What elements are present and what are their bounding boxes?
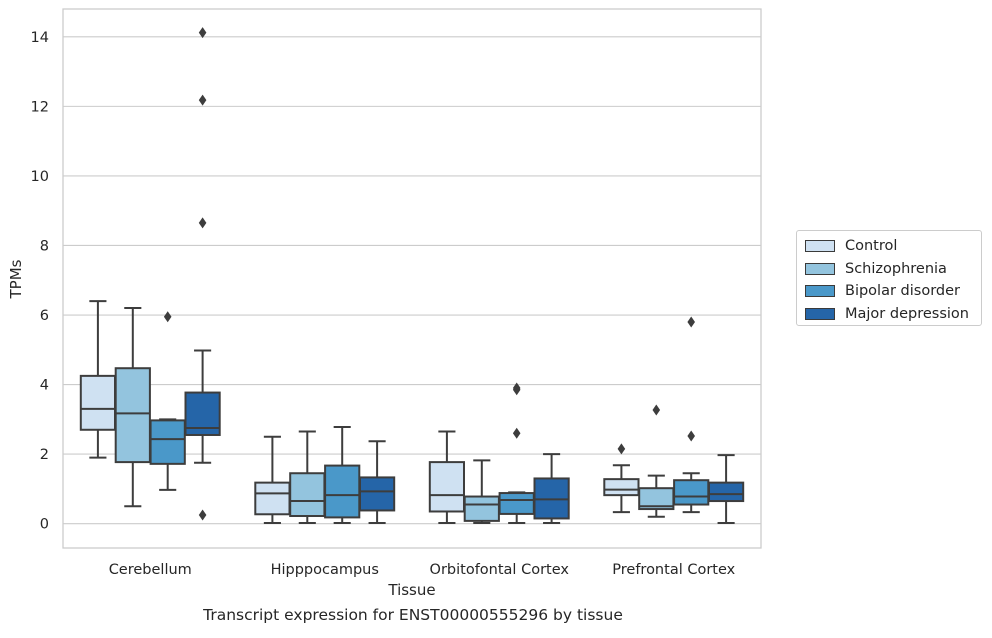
plot-frame xyxy=(62,8,762,549)
box-iqr xyxy=(603,478,640,497)
box-3-3 xyxy=(707,454,745,524)
x-tick-label: Orbitofontal Cortex xyxy=(430,562,570,578)
chart-caption: Transcript expression for ENST0000055529… xyxy=(203,606,623,624)
outlier-point xyxy=(617,443,626,455)
y-tick-label: 8 xyxy=(40,238,49,254)
box-iqr xyxy=(254,481,291,516)
box-iqr xyxy=(498,492,535,515)
box-0-3 xyxy=(184,27,221,521)
outlier-point xyxy=(198,217,207,229)
legend-item: Schizophrenia xyxy=(805,258,981,281)
box-iqr xyxy=(324,464,361,519)
box-iqr xyxy=(673,479,710,506)
box-iqr xyxy=(289,472,326,518)
legend-swatch xyxy=(805,262,835,275)
x-axis-label: Tissue xyxy=(387,581,435,599)
outlier-point xyxy=(687,430,695,442)
y-tick-label: 4 xyxy=(40,378,49,394)
legend-label: Major depression xyxy=(845,305,969,322)
box-0-2 xyxy=(149,311,186,491)
box-layer xyxy=(79,27,745,524)
box-1-0 xyxy=(254,435,291,524)
box-0-1 xyxy=(114,307,151,508)
legend-label: Schizophrenia xyxy=(845,260,947,277)
box-iqr xyxy=(79,374,117,431)
legend-label: Bipolar disorder xyxy=(845,283,960,300)
y-axis-label: TPMs xyxy=(7,259,25,299)
legend-item: Bipolar disorder xyxy=(805,280,981,303)
outlier-point xyxy=(163,311,172,323)
box-2-1 xyxy=(463,459,500,524)
box-iqr xyxy=(707,481,745,503)
legend: Control Schizophrenia Bipolar disorder Majo… xyxy=(796,230,982,326)
outlier-point xyxy=(512,382,521,394)
box-0-0 xyxy=(79,300,117,459)
outlier-point xyxy=(198,509,207,521)
box-iqr xyxy=(149,419,186,465)
box-1-2 xyxy=(324,425,361,524)
box-2-0 xyxy=(428,430,466,524)
y-tick-label: 12 xyxy=(31,99,49,115)
y-tick-label: 2 xyxy=(40,447,49,463)
outlier-point xyxy=(198,94,207,106)
legend-swatch xyxy=(805,307,835,320)
legend-swatch xyxy=(805,240,835,253)
outlier-point xyxy=(652,404,661,416)
box-3-0 xyxy=(603,443,640,514)
outlier-point xyxy=(687,316,695,328)
outlier-point xyxy=(512,427,521,439)
box-iqr xyxy=(428,461,466,513)
x-tick-label: Hipppocampus xyxy=(271,562,379,578)
box-1-1 xyxy=(289,430,326,524)
box-2-2 xyxy=(498,382,535,524)
y-tick-label: 6 xyxy=(40,308,49,324)
legend-item: Major depression xyxy=(805,303,981,326)
box-3-1 xyxy=(638,404,675,518)
y-tick-label: 10 xyxy=(31,169,49,185)
y-tick-label: 14 xyxy=(31,30,49,46)
box-3-2 xyxy=(673,316,710,514)
box-iqr xyxy=(114,367,151,464)
box-iqr xyxy=(463,495,500,522)
box-iqr xyxy=(358,476,396,512)
box-2-3 xyxy=(533,453,570,524)
x-tick-label: Prefrontal Cortex xyxy=(612,562,735,578)
x-tick-label: Cerebellum xyxy=(109,562,192,578)
y-tick-label: 0 xyxy=(40,517,49,533)
legend-swatch xyxy=(805,285,835,298)
axis-layer: 0 2 4 6 8 10 12 14 Cerebellum Hipppocampus Orbitof… xyxy=(31,30,736,578)
legend-item: Control xyxy=(805,235,981,258)
box-1-3 xyxy=(358,440,396,524)
outlier-point xyxy=(198,27,207,39)
legend-label: Control xyxy=(845,238,898,255)
